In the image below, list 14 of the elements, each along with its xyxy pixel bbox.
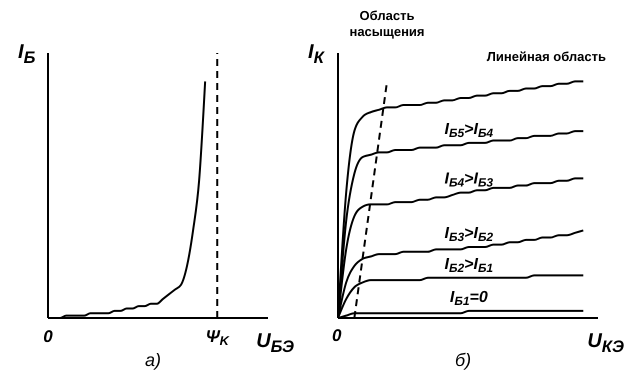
text: Линейная область: [486, 49, 606, 65]
series-label: I$_{Б3}$>I$_{Б2}$: [444, 225, 494, 244]
text: б): [454, 350, 472, 370]
text: а): [144, 350, 161, 370]
x-tick-label: Ψ$_{K}$: [206, 327, 230, 348]
series-label: I$_{Б5}$>I$_{Б4}$: [444, 120, 494, 140]
series-label: I$_{Б4}$>I$_{Б3}$: [444, 170, 494, 190]
series-label: I$_{Б2}$>I$_{Б1}$: [444, 256, 494, 275]
y-axis-title: I$_{Б}$: [18, 41, 36, 68]
series-label: I$_{Б1}$=0: [450, 288, 488, 308]
y-axis-title: I$_{К}$: [308, 41, 324, 68]
x-axis-title: U$_{КЭ}$: [587, 330, 624, 357]
text: Область насыщения: [348, 8, 426, 40]
x-axis-title: U$_{БЭ}$: [256, 330, 294, 357]
